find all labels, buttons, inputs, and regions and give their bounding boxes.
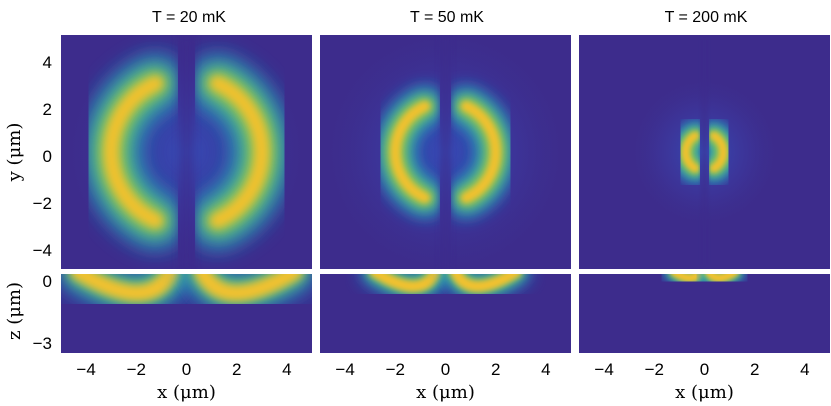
side-lobe-right-layer-2: [193, 274, 303, 302]
panel-title-20mK: T = 20 mK: [152, 9, 226, 26]
lobe-left-layer-3: [104, 76, 163, 228]
x-axis-label-1: x (μm): [416, 382, 475, 403]
x-axes: −4 −2 0 2 4 x (μm) −4 −2 0 2 4 x (μm) −4 −2 0 2 4 x (μm): [76, 360, 809, 403]
side-lobe-right-layer-2: [705, 274, 739, 283]
lobe-left-layer-3: [682, 132, 699, 172]
center-gap: [178, 35, 195, 269]
side-lobe-left-layer-2: [70, 274, 180, 302]
y-tick-neg4: −4: [33, 241, 52, 260]
z-axis-label: z (μm): [4, 282, 25, 340]
z-tick-0: 0: [43, 272, 52, 291]
lobe-right-layer-3: [710, 132, 727, 172]
y-tick-neg2: −2: [33, 194, 52, 213]
x-axis-label-2: x (μm): [675, 382, 734, 403]
side-view-heatmap-2: [579, 274, 830, 353]
x-tick-1-1: −2: [386, 360, 405, 379]
lobe-left-layer-3: [390, 101, 430, 203]
y-tick-0: 0: [43, 147, 52, 166]
top-view-heatmap-1: [320, 35, 571, 269]
x-tick-1-2: 0: [441, 360, 450, 379]
x-tick-0-4: 4: [282, 360, 291, 379]
x-tick-2-3: 2: [750, 360, 759, 379]
side-view-heatmap-0: [61, 274, 312, 353]
x-tick-2-4: 4: [800, 360, 809, 379]
x-tick-2-0: −4: [594, 360, 613, 379]
x-tick-0-2: 0: [182, 360, 191, 379]
z-tick-neg3: −3: [33, 334, 52, 353]
top-view-heatmap-0: [61, 35, 312, 269]
x-tick-1-3: 2: [491, 360, 500, 379]
heatmap-panels: [61, 35, 830, 353]
lobe-right-layer-3: [461, 101, 501, 203]
side-lobe-left-layer-2: [369, 274, 442, 293]
panel-title-200mK: T = 200 mK: [665, 9, 748, 26]
x-tick-0-0: −4: [76, 360, 95, 379]
center-gap: [439, 35, 452, 269]
top-view-heatmap-2: [579, 35, 830, 269]
center-gap: [701, 35, 708, 269]
x-tick-1-0: −4: [335, 360, 354, 379]
x-tick-2-1: −2: [645, 360, 664, 379]
y-tick-4: 4: [43, 53, 52, 72]
x-tick-0-1: −2: [127, 360, 146, 379]
y-axis-label: y (μm): [4, 123, 25, 183]
panel-title-50mK: T = 50 mK: [410, 9, 484, 26]
y-tick-2: 2: [43, 100, 52, 119]
side-view-heatmap-1: [320, 274, 571, 353]
x-tick-1-4: 4: [541, 360, 550, 379]
side-lobe-right-layer-2: [449, 274, 522, 293]
lobe-right-layer-3: [210, 76, 269, 228]
side-lobe-left-layer-2: [670, 274, 704, 283]
x-tick-0-3: 2: [232, 360, 241, 379]
x-axis-label-0: x (μm): [157, 382, 216, 403]
x-tick-2-2: 0: [700, 360, 709, 379]
